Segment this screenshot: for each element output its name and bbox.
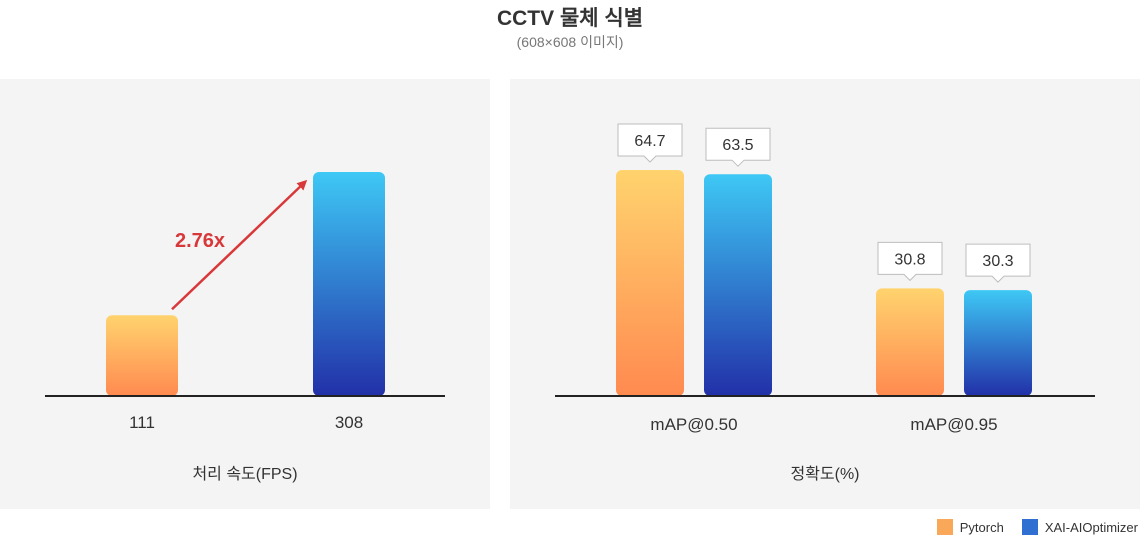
- tick-label-mAP@0.95: mAP@0.95: [910, 415, 997, 434]
- data-label-pytorch-mAP@0.50: 64.7: [634, 133, 665, 150]
- bar-pytorch-mAP@0.50: [616, 170, 684, 396]
- speedup-arrow: [171, 179, 308, 311]
- chart-title: CCTV 물체 식별: [496, 7, 644, 30]
- tick-label-308: 308: [335, 413, 363, 432]
- data-label-box-pytorch-mAP@0.50: [617, 123, 683, 163]
- legend-label-xai: XAI-AIOptimizer: [1044, 519, 1138, 535]
- tick-label-111: 111: [129, 413, 155, 432]
- x-axis-label: 처리 속도(FPS): [192, 465, 297, 483]
- accuracy-chart-panel: 64.7 63.5 mAP@0.50 30.8 30.3 mAP@0.95 정확도(%): [510, 79, 1140, 509]
- bar-xai-speed: [313, 172, 385, 396]
- speedup-annotation: 2.76x: [175, 230, 225, 252]
- bar-pytorch-speed: [106, 315, 178, 396]
- speed-chart-panel: 111 308 2.76x 처리 속도(FPS): [0, 79, 490, 509]
- legend-label-pytorch: Pytorch: [959, 519, 1004, 535]
- legend-item-pytorch: Pytorch: [936, 519, 1004, 535]
- chart-subtitle: (608×608 이미지): [516, 34, 624, 50]
- bar-pytorch-mAP@0.95: [876, 288, 944, 396]
- data-label-xai-mAP@0.95: 30.3: [982, 253, 1013, 270]
- data-label-xai-mAP@0.50: 63.5: [722, 137, 753, 154]
- data-label-box-xai-mAP@0.95: [965, 243, 1031, 283]
- bar-xai-mAP@0.50: [704, 174, 772, 396]
- x-axis-label: 정확도(%): [790, 465, 859, 483]
- tick-label-mAP@0.50: mAP@0.50: [650, 415, 737, 434]
- data-label-pytorch-mAP@0.95: 30.8: [894, 251, 925, 268]
- data-label-box-pytorch-mAP@0.95: [877, 241, 943, 282]
- accuracy-chart: 64.7 63.5 mAP@0.50 30.8 30.3 mAP@0.95 정확도(%): [555, 123, 1095, 483]
- legend-swatch-pytorch: [936, 519, 953, 535]
- legend-swatch-xai: [1021, 519, 1038, 535]
- speed-chart: 111 308 2.76x 처리 속도(FPS): [45, 172, 445, 483]
- data-label-box-xai-mAP@0.50: [705, 127, 771, 167]
- legend: Pytorch XAI-AIOptimizer: [919, 519, 1138, 535]
- bar-xai-mAP@0.95: [964, 290, 1032, 396]
- legend-item-xai: XAI-AIOptimizer: [1021, 519, 1138, 535]
